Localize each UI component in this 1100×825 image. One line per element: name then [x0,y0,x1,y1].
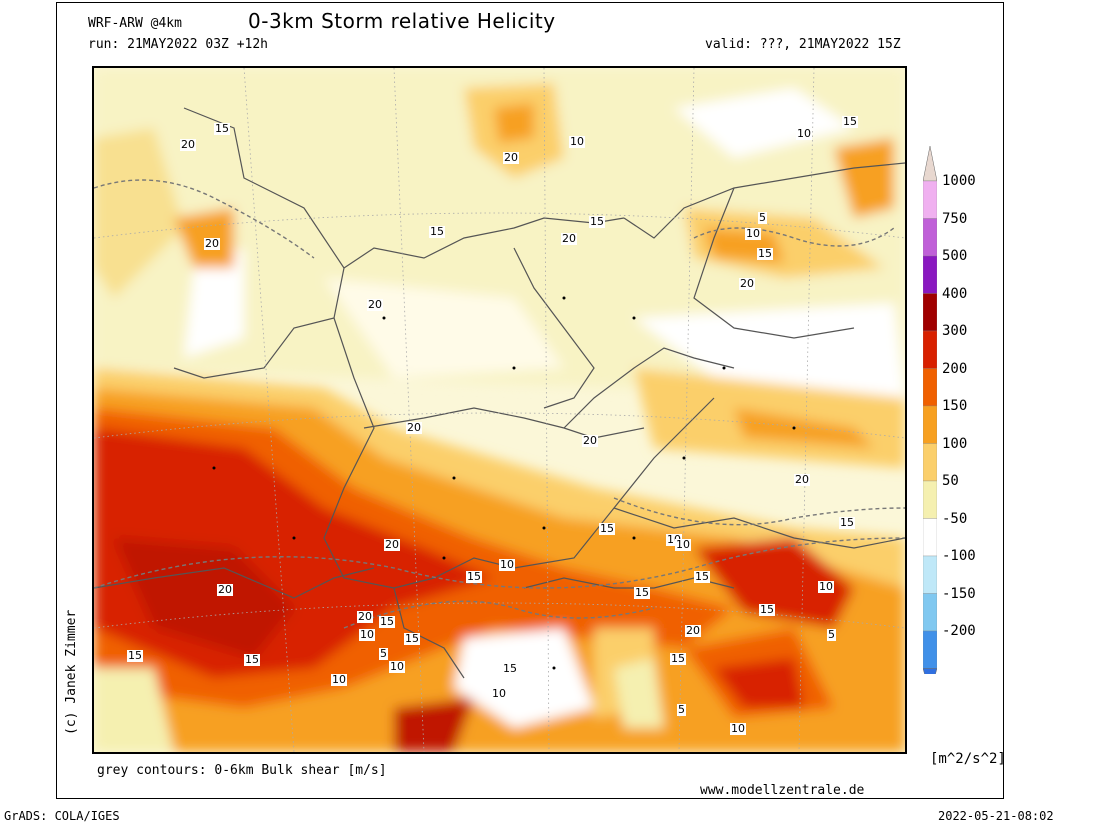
run-info: run: 21MAY2022 03Z +12h [88,37,269,52]
colorbar-tick-label: -50 [942,510,968,527]
colorbar-tick-label: 300 [942,323,968,339]
colorbar-segment [923,218,937,257]
contour-label: 15 [599,522,615,535]
contour-label: 15 [466,570,482,583]
colorbar-top-arrow [923,146,937,182]
colorbar-segment [923,630,937,669]
contour-label: 15 [759,603,775,616]
colorbar-segment [923,480,937,519]
contour-label: 10 [818,580,834,593]
contour-label: 20 [384,538,400,551]
contour-label: 10 [491,687,507,700]
colorbar-tick-label: 750 [942,210,968,227]
contour-label: 15 [589,215,605,228]
contour-label: 20 [794,473,810,486]
colorbar-unit: [m^2/s^2] [930,751,1006,767]
grads-label: GrADS: COLA/IGES [4,809,120,823]
colorbar [923,146,937,674]
page-title: 0-3km Storm relative Helicity [248,9,556,33]
colorbar-segment [923,293,937,332]
contour-label: 20 [503,151,519,164]
map-field [94,68,905,752]
contour-label: 15 [634,586,650,599]
contour-label: 20 [406,421,422,434]
colorbar-tick-label: 200 [942,360,968,377]
contour-label: 5 [827,628,836,641]
colorbar-tick-label: 400 [942,285,968,302]
contour-label: 20 [739,277,755,290]
contour-label: 5 [758,211,767,224]
contour-label: 10 [389,660,405,673]
contour-label: 15 [757,247,773,260]
contour-label: 20 [561,232,577,245]
colorbar-segment [923,593,937,632]
contour-label: 15 [839,516,855,529]
shear-contours [94,179,905,629]
model-label: WRF-ARW @4km [88,16,182,31]
contour-label: 15 [502,662,518,675]
contour-label: 10 [359,628,375,641]
contour-label: 15 [214,122,230,135]
contour-label: 20 [357,610,373,623]
colorbar-tick-label: 1000 [942,173,976,189]
contour-label: 15 [670,652,686,665]
timestamp-label: 2022-05-21-08:02 [938,809,1054,823]
figure-frame [56,2,1004,799]
website-label: www.modellzentrale.de [700,783,865,798]
graticule [94,68,905,752]
helicity-map: 15 20 20 20 15 20 20 10 15 15 10 5 10 15… [92,66,907,754]
colorbar-segment [923,368,937,407]
contour-label: 15 [127,649,143,662]
contour-label: 10 [796,127,812,140]
contour-label: 15 [404,632,420,645]
colorbar-segment [923,555,937,594]
contour-label: 10 [745,227,761,240]
contour-label: 15 [379,615,395,628]
contour-label: 10 [569,135,585,148]
contour-label: 5 [677,703,686,716]
author-credit: (c) Janek Zimmer [64,609,79,735]
contour-label: 20 [180,138,196,151]
contour-label: 20 [217,583,233,596]
contour-label: 10 [675,538,691,551]
contour-label: 15 [842,115,858,128]
contour-label: 10 [730,722,746,735]
colorbar-tick-label: 50 [942,473,959,489]
colorbar-segment [923,405,937,444]
colorbar-bottom-arrow [923,668,937,674]
contour-label: 15 [694,570,710,583]
colorbar-tick-label: -100 [942,548,976,564]
colorbar-segment [923,330,937,369]
contour-label: 10 [499,558,515,571]
contour-label: 10 [331,673,347,686]
contour-label: 15 [429,225,445,238]
helicity-shading [94,68,905,752]
colorbar-segment [923,443,937,482]
colorbar-segment [923,255,937,294]
valid-time: valid: ???, 21MAY2022 15Z [705,37,901,52]
colorbar-tick-label: 150 [942,398,968,414]
contour-label: 20 [204,237,220,250]
contour-label: 20 [685,624,701,637]
colorbar-tick-label: 100 [942,435,968,452]
contour-label: 15 [244,653,260,666]
colorbar-tick-label: -200 [942,623,976,639]
colorbar-segment [923,518,937,557]
contours-note: grey contours: 0-6km Bulk shear [m/s] [97,763,387,778]
colorbar-tick-label: -150 [942,585,976,602]
contour-label: 20 [367,298,383,311]
colorbar-segment [923,180,937,219]
contour-label: 20 [582,434,598,447]
contour-label: 5 [379,647,388,660]
colorbar-tick-label: 500 [942,248,968,264]
